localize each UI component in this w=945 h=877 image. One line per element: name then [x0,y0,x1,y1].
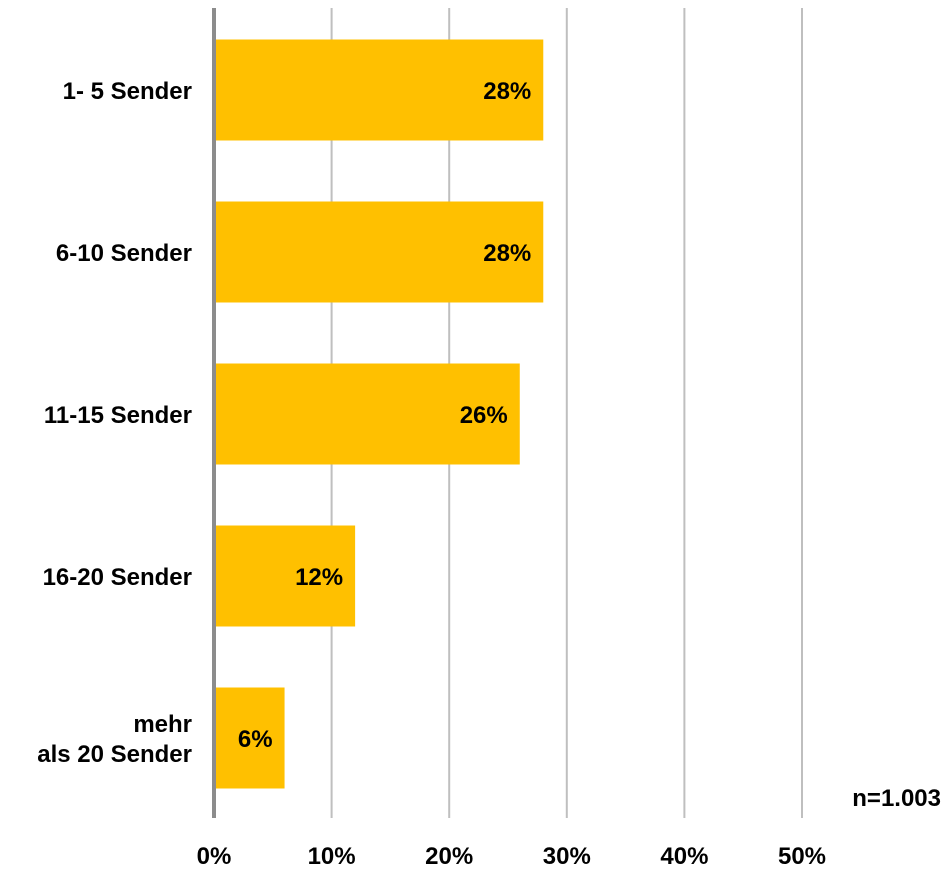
sample-size-note: n=1.003 [852,785,941,812]
category-label-line: mehr [133,711,192,738]
category-label: 11-15 Sender [44,402,192,429]
data-label: 6% [238,726,273,753]
category-label-line: 1- 5 Sender [63,78,192,105]
category-label: 1- 5 Sender [63,78,192,105]
category-labels: 1- 5 Sender 6-10 Sender 11-15 Sender 16-20 … [37,78,192,768]
category-label: 6-10 Sender [56,240,192,267]
gridlines [330,8,803,818]
bar [214,363,520,465]
data-labels: 28% 28% 26% 12% 6% [238,78,531,753]
category-label-line: als 20 Sender [37,741,192,768]
x-tick-label: 40% [660,843,708,870]
category-label-line: 16-20 Sender [43,564,192,591]
x-tick-label: 10% [308,843,356,870]
category-label: mehr als 20 Sender [37,711,192,768]
bars [214,39,544,789]
category-label-line: 6-10 Sender [56,240,192,267]
data-label: 12% [295,564,343,591]
category-label-line: 11-15 Sender [44,402,192,429]
x-tick-label: 20% [425,843,473,870]
bar [214,525,356,627]
x-tick-labels: 0% 10% 20% 30% 40% 50% [197,843,826,870]
data-label: 28% [483,78,531,105]
bar [214,687,285,789]
data-label: 26% [460,402,508,429]
x-tick-label: 50% [778,843,826,870]
category-label: 16-20 Sender [43,564,192,591]
x-tick-label: 0% [197,843,232,870]
data-label: 28% [483,240,531,267]
bar [214,201,544,303]
x-tick-label: 30% [543,843,591,870]
bar [214,39,544,141]
